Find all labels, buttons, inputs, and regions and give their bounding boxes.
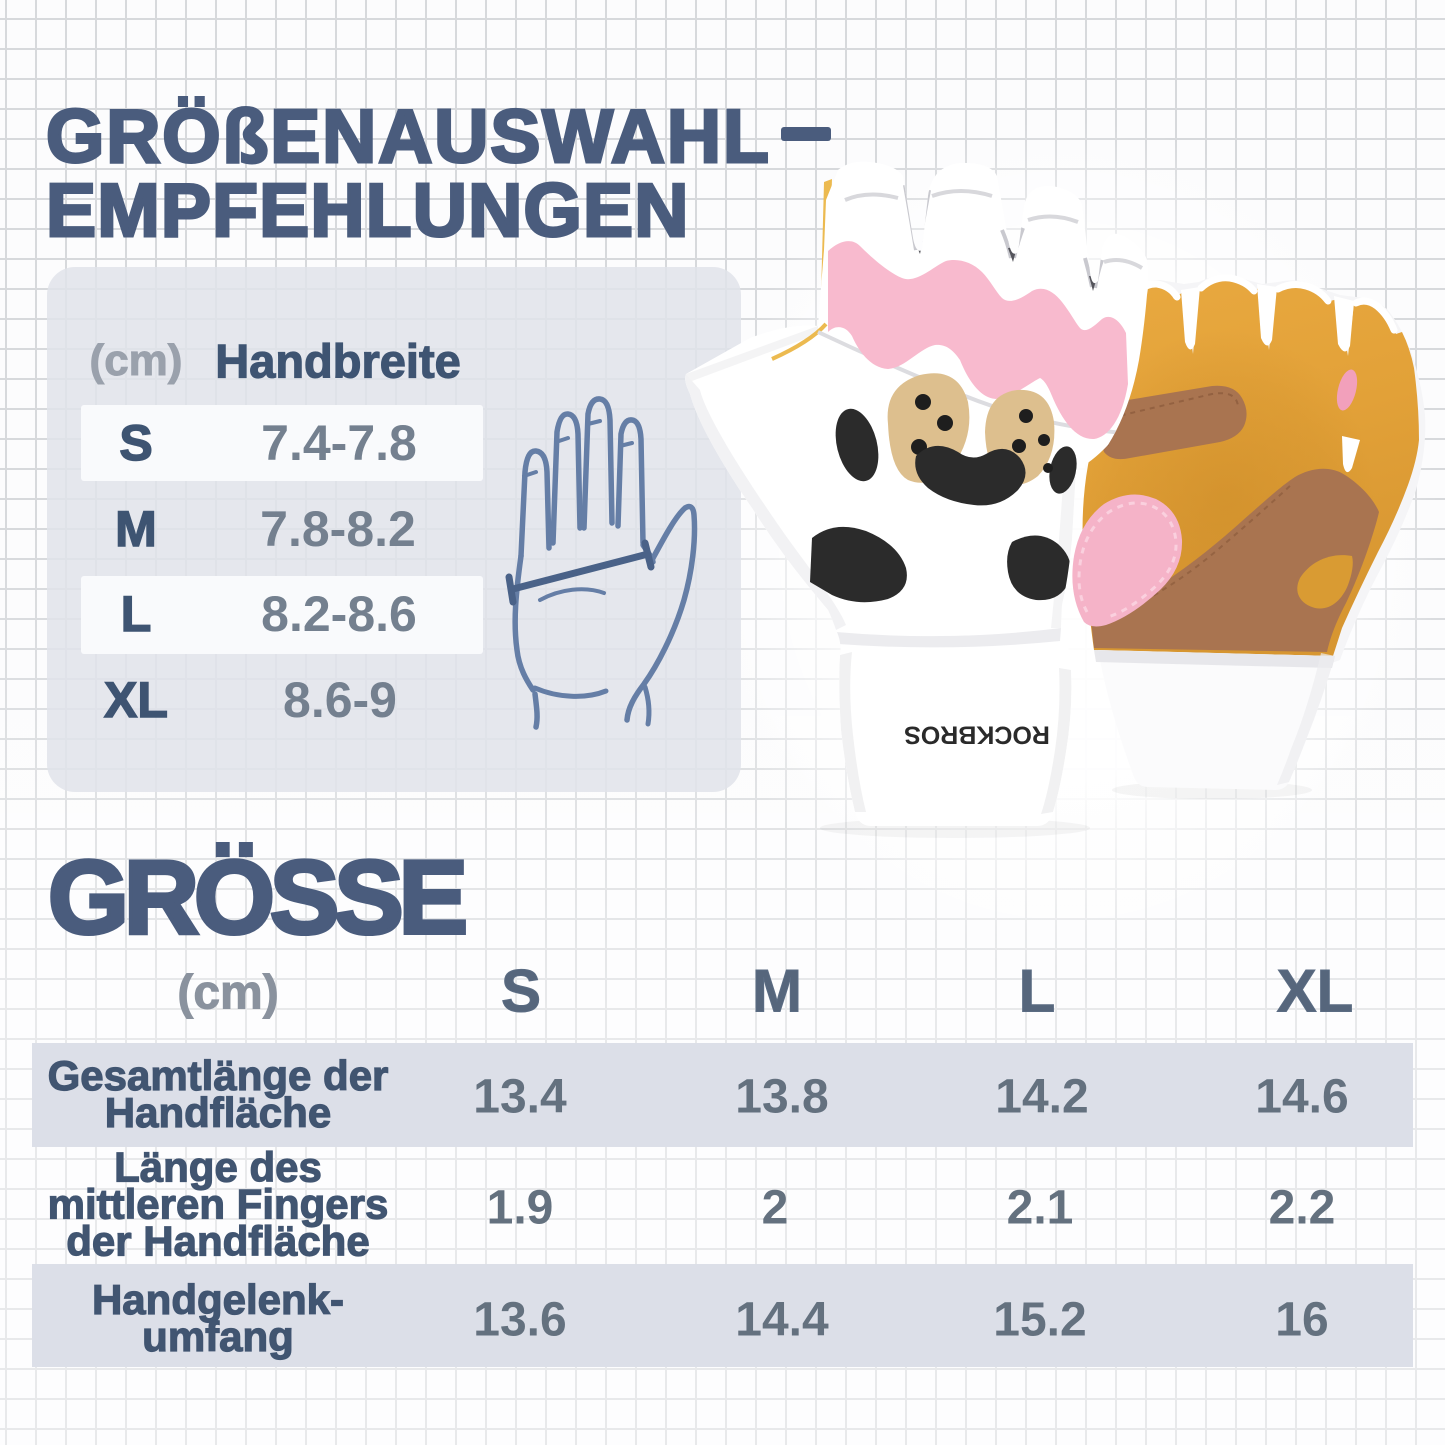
svg-text:ROCKBROS: ROCKBROS [904, 720, 1050, 748]
